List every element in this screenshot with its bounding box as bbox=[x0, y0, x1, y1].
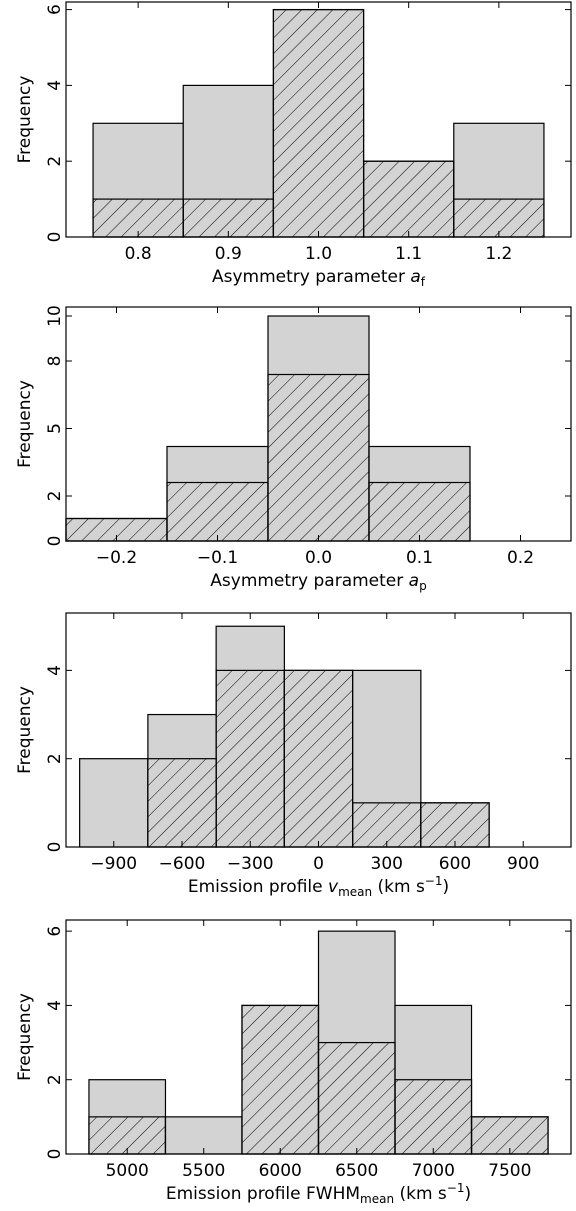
bar-hatched bbox=[352, 802, 422, 848]
y-tick-label: 6 bbox=[45, 4, 65, 15]
y-tick-label: 0 bbox=[45, 842, 65, 853]
y-tick-label: 8 bbox=[45, 356, 65, 367]
histogram-panel-4: 5000 5500 6000 6500 7000 7500 0 2 4 6 Frequency Emi… bbox=[15, 919, 572, 1206]
y-axis-label: Frequency bbox=[15, 993, 35, 1081]
y-tick-label: 0 bbox=[45, 536, 65, 547]
y-tick-label: 6 bbox=[45, 926, 65, 937]
x-tick-label: 0.9 bbox=[215, 244, 242, 264]
y-tick-label: 2 bbox=[45, 753, 65, 764]
x-tick-label: 0.0 bbox=[305, 548, 332, 568]
bar-hatched bbox=[420, 802, 490, 848]
y-tick-label: 2 bbox=[45, 1074, 65, 1085]
x-axis-label: Asymmetry parameter ap bbox=[210, 571, 426, 593]
y-axis-label: Frequency bbox=[15, 686, 35, 774]
x-tick-label: 900 bbox=[507, 854, 539, 874]
y-tick-label: 5 bbox=[45, 423, 65, 434]
bar-hatched bbox=[362, 160, 455, 238]
y-tick-label: 2 bbox=[45, 156, 65, 167]
bar-hatched bbox=[92, 198, 184, 238]
bar-hatched bbox=[166, 481, 269, 542]
x-tick-label: 7500 bbox=[488, 1161, 531, 1181]
y-tick-label: 4 bbox=[45, 80, 65, 91]
x-tick-label: 1.0 bbox=[305, 244, 332, 264]
y-axis-label: Frequency bbox=[15, 76, 35, 164]
bar-hatched bbox=[215, 669, 285, 848]
x-axis-label: Asymmetry parameter af bbox=[212, 267, 426, 289]
bar-hatched bbox=[267, 373, 370, 542]
y-tick-label: 0 bbox=[45, 232, 65, 243]
bar-hatched bbox=[241, 1004, 320, 1155]
x-tick-label: 0.1 bbox=[406, 548, 433, 568]
bar-filled bbox=[79, 758, 149, 848]
bar-hatched bbox=[317, 1041, 396, 1155]
x-tick-label: 600 bbox=[439, 854, 471, 874]
axes-frame bbox=[65, 919, 572, 1155]
x-tick-label: 0.8 bbox=[125, 244, 152, 264]
x-tick-label: 300 bbox=[371, 854, 403, 874]
y-tick-label: 4 bbox=[45, 1000, 65, 1011]
x-tick-label: −0.1 bbox=[197, 548, 238, 568]
x-tick-label: −900 bbox=[90, 854, 137, 874]
y-tick-label: 2 bbox=[45, 491, 65, 502]
bar-hatched bbox=[394, 1079, 473, 1155]
bar-hatched bbox=[283, 669, 354, 848]
bar-hatched bbox=[453, 198, 545, 238]
x-tick-label: −600 bbox=[159, 854, 206, 874]
y-axis-label: Frequency bbox=[15, 380, 35, 468]
y-tick-label: 4 bbox=[45, 665, 65, 676]
bar-hatched bbox=[88, 1116, 167, 1155]
x-axis-label: Emission profile vmean (km s−1) bbox=[188, 874, 449, 899]
x-tick-label: −0.2 bbox=[96, 548, 137, 568]
x-tick-label: 0.2 bbox=[507, 548, 534, 568]
x-tick-label: 1.2 bbox=[485, 244, 512, 264]
bar-hatched bbox=[368, 481, 471, 542]
x-tick-label: 5500 bbox=[182, 1161, 225, 1181]
bar-hatched bbox=[470, 1116, 549, 1155]
histogram-panel-2: −0.2 −0.1 0.0 0.1 0.2 0 2 5 8 10 Frequency Asymmetr… bbox=[15, 305, 572, 593]
bar-hatched bbox=[147, 758, 217, 848]
x-tick-label: 1.1 bbox=[395, 244, 422, 264]
x-tick-label: 5000 bbox=[106, 1161, 149, 1181]
x-tick-label: 6500 bbox=[335, 1161, 378, 1181]
x-tick-label: 7000 bbox=[412, 1161, 455, 1181]
x-tick-label: −300 bbox=[227, 854, 274, 874]
histogram-panel-3: −900 −600 −300 0 300 600 900 0 2 4 Frequency Emissi… bbox=[15, 612, 572, 899]
x-axis-label: Emission profile FWHMmean (km s−1) bbox=[166, 1181, 471, 1206]
y-tick-label: 0 bbox=[45, 1149, 65, 1160]
bar-hatched bbox=[272, 8, 365, 238]
histogram-panel-1: 0.8 0.9 1.0 1.1 1.2 0 2 4 6 Frequency Asymmetry pa… bbox=[15, 1, 572, 289]
y-tick-label: 10 bbox=[45, 305, 65, 327]
x-tick-label: 0 bbox=[313, 854, 324, 874]
x-tick-label: 6000 bbox=[259, 1161, 302, 1181]
